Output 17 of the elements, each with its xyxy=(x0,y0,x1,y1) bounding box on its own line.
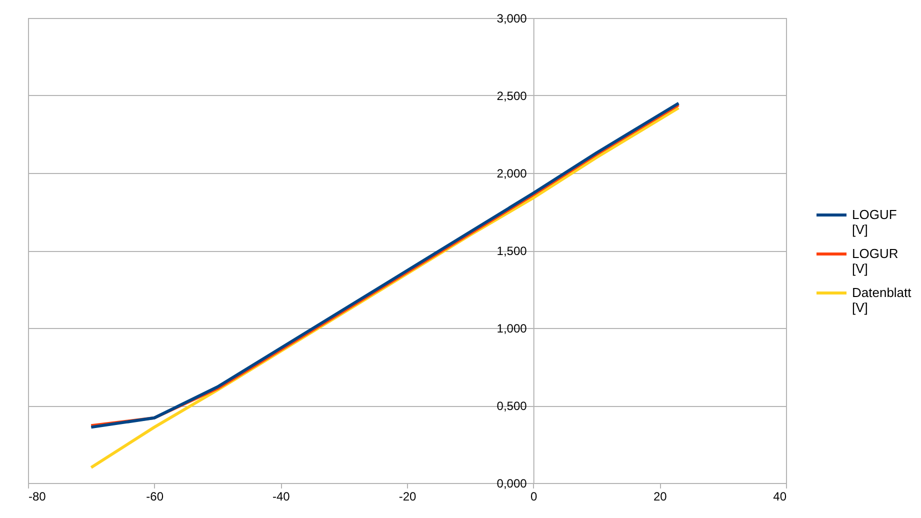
x-tick-label: -80 xyxy=(28,490,46,504)
y-tick-label: 3,000 xyxy=(496,12,528,26)
y-tick-label: 0,000 xyxy=(496,476,528,490)
y-tick-label: 1,000 xyxy=(496,322,528,336)
x-tick-label: 0 xyxy=(530,490,538,504)
legend-label: Datenblatt [V] xyxy=(852,285,912,315)
y-tick-label: 2,500 xyxy=(496,89,528,103)
x-tick-label: 20 xyxy=(653,490,668,504)
legend-label: LOGUR [V] xyxy=(852,246,898,276)
x-tick-label: -40 xyxy=(272,490,290,504)
x-tick-label: -60 xyxy=(146,490,164,504)
legend-label: LOGUF [V] xyxy=(852,207,897,237)
x-tick-label: 40 xyxy=(773,490,787,504)
y-tick-label: 2,000 xyxy=(496,166,528,180)
x-tick-label: -20 xyxy=(398,490,416,504)
y-tick-label: 0,500 xyxy=(496,399,528,413)
y-tick-label: 1,500 xyxy=(496,244,528,258)
